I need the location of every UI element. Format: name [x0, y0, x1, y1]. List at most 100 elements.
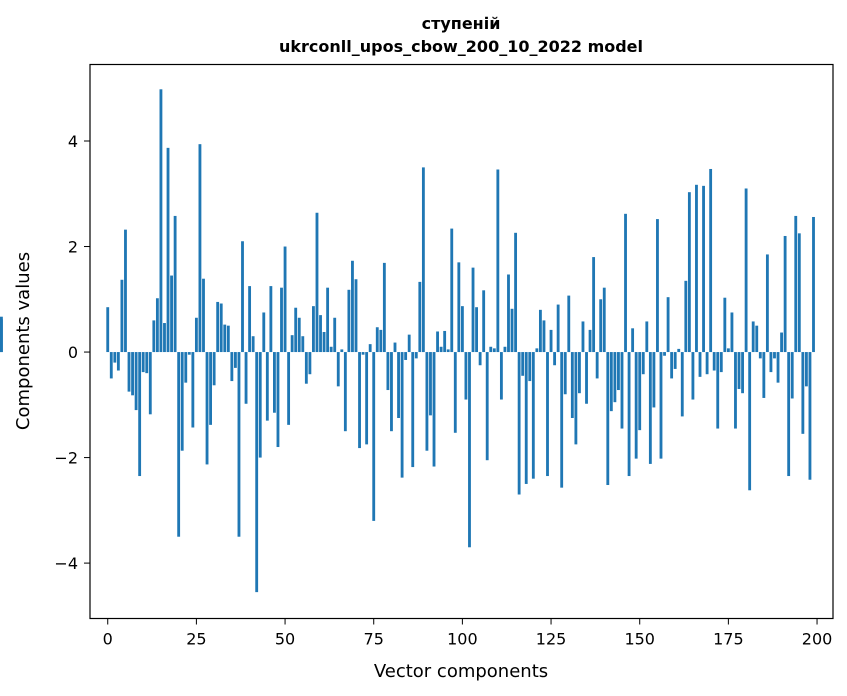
bar	[528, 352, 532, 382]
x-tick-label: 50	[275, 630, 295, 649]
y-tick-label: 0	[68, 343, 78, 362]
bar	[531, 352, 535, 479]
bar	[351, 260, 354, 353]
bar	[652, 352, 656, 408]
bar	[797, 233, 801, 353]
x-tick-label: 100	[447, 630, 478, 649]
bar	[741, 352, 744, 394]
bar	[177, 352, 181, 537]
bar	[538, 309, 542, 353]
bar	[166, 147, 170, 353]
bar	[468, 352, 471, 548]
bar	[379, 329, 383, 353]
bar	[790, 352, 794, 399]
bar	[613, 352, 617, 403]
bar	[152, 320, 156, 353]
bar	[730, 312, 734, 353]
bar	[216, 301, 220, 353]
bar	[372, 352, 376, 521]
bar	[287, 352, 291, 425]
bar	[244, 352, 248, 404]
bar	[212, 352, 216, 386]
bar	[347, 289, 351, 353]
bars-group	[0, 89, 815, 593]
bar	[627, 352, 631, 477]
bar	[184, 352, 188, 383]
bar	[645, 321, 649, 353]
bar	[663, 352, 666, 356]
bar	[812, 216, 815, 353]
bar	[333, 317, 337, 353]
bar	[365, 352, 369, 445]
x-axis-ticks: 0 25 50 75 100 125 150 175 200	[103, 618, 832, 649]
bar	[666, 297, 670, 353]
bar	[780, 332, 783, 353]
bar	[159, 89, 163, 353]
bar	[241, 241, 244, 353]
bar	[620, 352, 624, 429]
bar	[755, 325, 759, 353]
bar	[343, 352, 347, 432]
bar	[393, 342, 397, 353]
bar	[578, 352, 581, 394]
x-tick-label: 0	[103, 630, 113, 649]
bar	[641, 352, 645, 375]
bar	[276, 352, 280, 448]
bar	[131, 352, 134, 396]
bar	[595, 352, 599, 379]
y-axis-label: Components values	[13, 252, 34, 430]
bar	[748, 352, 752, 491]
bar	[205, 352, 209, 465]
bar	[609, 352, 613, 412]
bar	[574, 352, 578, 445]
bar	[656, 219, 659, 353]
bar	[191, 352, 195, 428]
bar	[106, 307, 110, 353]
bar	[425, 352, 429, 451]
bar	[535, 348, 539, 353]
bar	[361, 352, 365, 355]
bar	[202, 278, 205, 353]
bar	[198, 144, 202, 353]
bar	[308, 352, 312, 375]
y-axis-ticks: −4 −2 0 2 4	[54, 132, 90, 573]
bar	[230, 352, 234, 382]
bar	[521, 352, 525, 376]
bar	[776, 352, 780, 383]
bar	[336, 352, 340, 387]
bar	[294, 307, 298, 353]
bar	[617, 352, 620, 391]
bar	[453, 352, 457, 433]
bar	[560, 352, 564, 488]
bar	[187, 352, 191, 355]
bar	[677, 348, 681, 353]
bar	[219, 303, 223, 353]
bar	[436, 331, 439, 353]
bar	[358, 352, 361, 449]
bar	[340, 349, 344, 353]
bar	[709, 168, 713, 353]
bar	[762, 352, 766, 398]
bar	[283, 246, 287, 353]
bar	[592, 257, 596, 353]
bar	[659, 352, 663, 459]
bar	[233, 352, 237, 368]
bar	[489, 346, 493, 353]
bar	[382, 262, 386, 353]
y-tick-label: 2	[68, 238, 78, 257]
bar	[684, 280, 688, 353]
bar	[712, 352, 716, 371]
bar	[765, 254, 769, 353]
bar	[716, 352, 720, 429]
bar	[400, 352, 404, 478]
bar	[148, 352, 152, 415]
bar	[563, 352, 567, 395]
bar	[719, 352, 723, 373]
bar	[670, 352, 674, 379]
bar	[446, 349, 450, 353]
bar	[421, 167, 425, 353]
bar	[411, 352, 415, 468]
bar	[113, 352, 117, 363]
bar	[496, 169, 500, 353]
